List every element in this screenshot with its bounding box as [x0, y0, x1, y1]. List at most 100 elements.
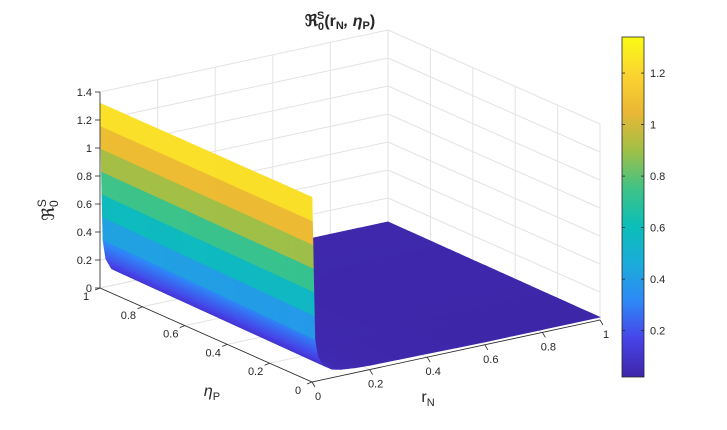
y-axis-line: [99, 287, 313, 383]
backwall-grid-z: [99, 57, 389, 121]
z-axis-label: ℜ0S: [35, 199, 61, 221]
y-axis-label: ηP: [204, 383, 220, 403]
surface-patch: [196, 145, 207, 174]
surface-patch: [215, 200, 226, 229]
surface-patch: [136, 210, 147, 239]
x-tick-mark: [542, 332, 546, 338]
backwall-grid-z: [99, 29, 389, 93]
surface-patch: [225, 274, 236, 303]
surface-patch: [152, 126, 163, 155]
surface-patch: [277, 228, 288, 257]
surface-patch: [181, 253, 192, 282]
surface-patch: [163, 222, 174, 251]
surface-patch: [145, 214, 156, 243]
surface-patch: [243, 282, 254, 311]
surface-patch: [225, 250, 236, 280]
surface-patch: [216, 246, 227, 276]
surface-patch: [242, 258, 253, 288]
surface-patch: [287, 302, 298, 332]
x-tick-mark: [484, 344, 489, 351]
y-tick-mark: [179, 325, 185, 328]
surface-patch: [250, 216, 261, 245]
surface-patch: [214, 176, 225, 206]
sidewall-grid-z: [387, 85, 601, 181]
surface-patch: [172, 226, 183, 255]
surface-patch: [171, 203, 182, 232]
sidewall-grid-z: [387, 141, 601, 237]
y-tick-label: 0.4: [206, 347, 221, 359]
surface-patch: [172, 249, 183, 278]
surface-patch: [198, 215, 209, 244]
x-tick-mark: [311, 381, 316, 388]
surface-patch: [119, 201, 130, 230]
surface-patch: [180, 207, 191, 236]
surface-patch: [240, 165, 251, 194]
sidewall-grid-z: [387, 113, 601, 209]
surface-patch: [146, 237, 157, 266]
y-tick-label: 1: [83, 291, 89, 303]
y-tick-mark: [222, 344, 228, 347]
surface-patch: [144, 145, 155, 174]
surface-patch: [162, 199, 173, 228]
surface-patch: [234, 278, 245, 307]
surface-patch: [187, 141, 198, 170]
surface-patch: [145, 191, 156, 220]
surface-patch: [198, 238, 209, 267]
surface-patch: [294, 236, 305, 265]
surface-patch: [268, 247, 279, 277]
x-tick-label: 1: [603, 329, 609, 341]
x-axis-label: rN: [421, 389, 434, 409]
surface-patch: [259, 220, 270, 249]
sidewall-grid-z: [387, 29, 601, 125]
surface-patch: [143, 122, 154, 151]
surface-patch: [127, 183, 138, 211]
surface-patch: [241, 188, 252, 218]
surface-patch: [170, 134, 181, 163]
surface-patch: [303, 240, 314, 269]
surface-patch: [214, 153, 225, 182]
surface-patch: [305, 311, 316, 340]
surface-patch: [188, 165, 199, 194]
surface-patch: [189, 211, 200, 240]
surface-patch: [295, 259, 306, 289]
colorbar: 0.2 0.4 0.6 0.8 1 1.2: [621, 36, 665, 378]
surface-patch: [134, 118, 145, 147]
surface-patch: [109, 152, 120, 181]
z-tick-label: 0.2: [77, 255, 92, 267]
y-tick-mark: [306, 381, 313, 385]
y-tick-label: 0.8: [121, 310, 136, 322]
surface-patch: [285, 208, 296, 238]
surface-patch: [126, 114, 137, 143]
surface-patch: [251, 239, 262, 269]
surface-patch: [259, 196, 270, 226]
surface-patch: [110, 220, 121, 249]
x-tick-label: 0.2: [368, 379, 383, 391]
surface-patch: [189, 234, 200, 263]
axes-lines: [94, 91, 604, 388]
surface-patch: [241, 212, 252, 241]
surface-patch: [261, 290, 272, 320]
surface-patch: [155, 241, 166, 270]
surface-patch: [250, 192, 261, 222]
surface-patch: [197, 192, 208, 221]
surface-patch: [108, 106, 119, 135]
sidewall-grid-z: [387, 169, 601, 265]
surface-patch: [287, 279, 298, 308]
surface-patch: [277, 251, 288, 281]
z-tick-label: 0: [86, 283, 92, 295]
surface-patch: [304, 287, 315, 317]
surface-patch: [118, 179, 129, 207]
surface-patch: [252, 286, 263, 315]
surface-patch: [233, 231, 244, 260]
surface-patch: [278, 275, 289, 304]
z-tick-label: 0.4: [77, 227, 92, 239]
surface-patch: [216, 270, 227, 299]
surface-patch: [101, 171, 112, 199]
colorbar-tick-label: 1.2: [650, 68, 665, 80]
colorbar-tick-label: 1: [650, 120, 656, 132]
z-tick-label: 1.2: [77, 115, 92, 127]
surface-patch: [190, 257, 201, 286]
surface-patch: [223, 180, 234, 210]
surface-patch: [101, 193, 112, 222]
